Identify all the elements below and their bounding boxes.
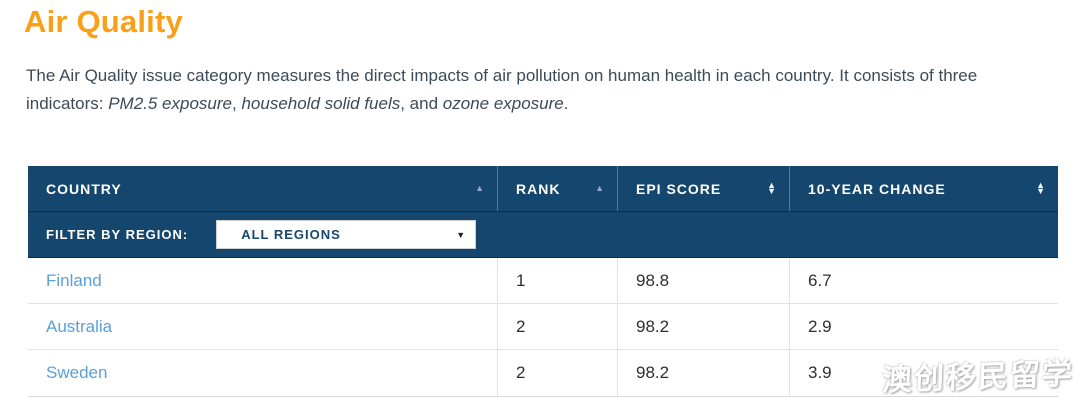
intro-sep1: , [232,94,242,113]
column-header-10-year-change[interactable]: 10-YEAR CHANGE ▲ ▼ [790,166,1058,211]
table-header-row: COUNTRY ▲ RANK ▲ EPI SCORE ▲ ▼ 10-YEAR C [28,166,1058,212]
filter-row: FILTER BY REGION: ALL REGIONS ▼ [28,212,1058,258]
column-header-rank-label: RANK [516,180,561,197]
cell-rank: 2 [498,350,618,396]
intro-end: . [563,94,569,113]
intro-text: The Air Quality issue category measures … [26,66,978,113]
column-header-epi-score[interactable]: EPI SCORE ▲ ▼ [618,166,790,211]
sort-asc-icon[interactable]: ▲ [475,182,485,193]
sort-up-icon: ▲ [595,182,605,193]
filter-by-region-label: FILTER BY REGION: [46,227,189,242]
cell-epi-score: 98.2 [618,350,790,396]
sort-asc-icon[interactable]: ▲ [595,182,605,193]
column-header-country[interactable]: COUNTRY ▲ [28,166,498,211]
country-link[interactable]: Finland [46,270,102,290]
indicator-pm25: PM2.5 exposure [108,94,232,113]
region-filter-selected-value: ALL REGIONS [241,227,341,242]
cell-country: Sweden [28,350,498,396]
country-link[interactable]: Australia [46,316,113,336]
sort-up-icon: ▲ [475,182,485,193]
cell-epi-score: 98.2 [618,304,790,349]
region-filter-select[interactable]: ALL REGIONS ▼ [216,220,477,249]
sort-down-icon: ▼ [767,185,777,196]
sort-up-icon: ▲ [1036,179,1046,190]
cell-10-year-change: 6.7 [808,270,832,290]
sort-down-icon: ▼ [1036,185,1046,196]
dropdown-caret-icon: ▼ [456,229,466,240]
column-header-10-year-change-label: 10-YEAR CHANGE [808,180,946,197]
cell-country: Australia [28,304,498,349]
column-header-country-label: COUNTRY [46,180,122,197]
page-title: Air Quality [24,4,183,39]
sort-both-icon[interactable]: ▲ ▼ [767,179,777,196]
intro-paragraph: The Air Quality issue category measures … [26,62,1016,118]
column-header-epi-score-label: EPI SCORE [636,180,722,197]
table-row: Australia 2 98.2 2.9 [28,304,1058,350]
cell-epi-score: 98.8 [618,258,790,303]
table-row: Finland 1 98.8 6.7 [28,258,1058,304]
cell-10-year-change: 2.9 [808,316,832,336]
column-header-rank[interactable]: RANK ▲ [498,166,618,211]
indicator-solid-fuels: household solid fuels [241,94,401,113]
country-link[interactable]: Sweden [46,363,108,382]
intro-sep2: , and [400,94,443,113]
table-row: Sweden 2 98.2 3.9 [28,350,1058,396]
cell-10-year-change: 3.9 [808,363,832,382]
sort-up-icon: ▲ [767,179,777,190]
indicator-ozone: ozone exposure [442,94,564,113]
cell-country: Finland [28,258,498,303]
sort-both-icon[interactable]: ▲ ▼ [1036,179,1046,196]
cell-rank: 2 [498,304,618,349]
air-quality-table: COUNTRY ▲ RANK ▲ EPI SCORE ▲ ▼ 10-YEAR C [28,166,1058,397]
cell-rank: 1 [498,258,618,303]
